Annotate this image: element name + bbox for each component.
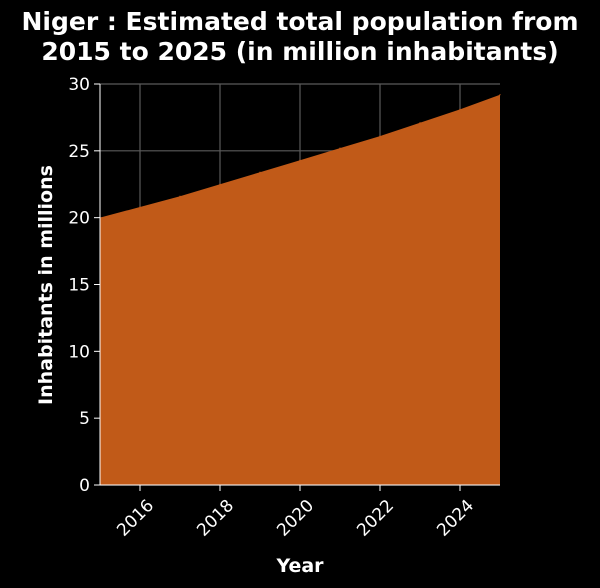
data-point xyxy=(299,159,301,161)
data-point xyxy=(219,183,221,185)
y-axis-ticks: 0 5 10 15 20 25 30 xyxy=(68,75,100,496)
data-point xyxy=(139,206,141,208)
y-tick-label: 25 xyxy=(68,142,90,162)
y-tick-label: 30 xyxy=(68,75,90,95)
data-point xyxy=(419,122,421,124)
y-tick-label: 10 xyxy=(68,342,90,362)
data-point xyxy=(379,135,381,137)
data-point xyxy=(259,171,261,173)
chart-title-line-1: Niger : Estimated total population from xyxy=(21,7,578,36)
data-point xyxy=(339,147,341,149)
chart-title-line-2: 2015 to 2025 (in million inhabitants) xyxy=(41,37,558,66)
data-point xyxy=(499,94,501,96)
y-tick-label: 5 xyxy=(79,409,90,429)
y-tick-label: 20 xyxy=(68,209,90,229)
data-point xyxy=(179,195,181,197)
y-tick-label: 0 xyxy=(79,476,90,496)
y-tick-label: 15 xyxy=(68,276,90,296)
y-axis-title: Inhabitants in millions xyxy=(35,165,57,405)
x-axis-title: Year xyxy=(275,555,324,577)
data-point xyxy=(459,108,461,110)
area-fill xyxy=(100,94,500,486)
